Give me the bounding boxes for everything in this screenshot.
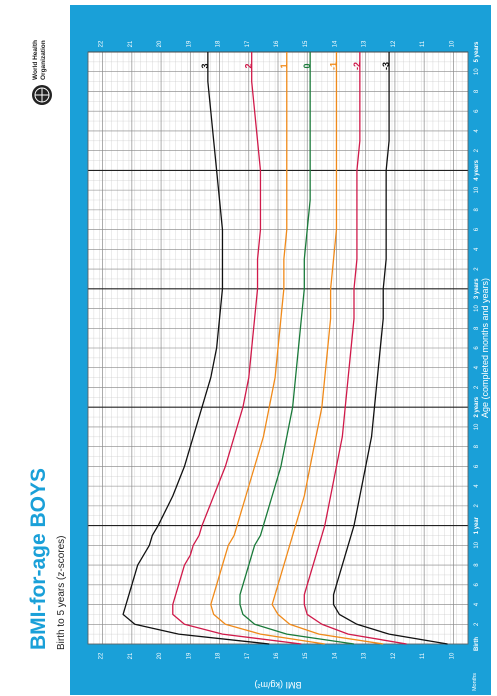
bmi-tick-label: 16	[274, 40, 280, 47]
month-tick-label: 2	[474, 148, 480, 152]
series-label: -3	[381, 62, 391, 70]
bmi-tick-label: 12	[391, 652, 397, 659]
month-tick-label: 4	[474, 602, 480, 606]
series-line	[122, 52, 270, 645]
bmi-tick-label: 16	[274, 652, 280, 659]
month-tick-label: 4	[474, 247, 480, 251]
bmi-tick-label: 18	[216, 652, 222, 659]
x-axis-label: Age (completed months and years)	[480, 278, 490, 418]
bmi-tick-label: 21	[128, 652, 134, 659]
month-tick-label: 10	[474, 68, 480, 75]
bmi-tick-label: 20	[157, 40, 163, 47]
bmi-tick-label: 22	[99, 40, 105, 47]
month-tick-label: 8	[474, 326, 480, 330]
series-label: -1	[328, 62, 338, 70]
y-axis-label: BMI (kg/m²)	[255, 680, 302, 690]
year-label: 3 years	[474, 278, 480, 299]
series-line	[271, 52, 384, 645]
bmi-tick-label: 14	[332, 40, 338, 47]
bmi-tick-label: 11	[420, 652, 426, 659]
bmi-tick-label: 13	[362, 40, 368, 47]
month-tick-label: 8	[474, 208, 480, 212]
year-label: 1 year	[474, 516, 480, 534]
bmi-tick-label: 15	[303, 652, 309, 659]
bmi-tick-label: 10	[449, 652, 455, 659]
who-logo	[32, 85, 52, 105]
bmi-tick-label: 20	[157, 652, 163, 659]
bmi-tick-label: 19	[186, 40, 192, 47]
bmi-tick-label: 12	[391, 40, 397, 47]
year-label: 5 years	[474, 41, 480, 62]
months-unit-label: Months	[472, 673, 478, 691]
month-tick-label: 6	[474, 582, 480, 586]
month-tick-label: 6	[474, 227, 480, 231]
bmi-tick-label: 17	[245, 652, 251, 659]
month-tick-label: 8	[474, 89, 480, 93]
series-line	[332, 52, 448, 645]
bmi-tick-label: 18	[216, 40, 222, 47]
series-label: 3	[200, 63, 210, 68]
month-tick-label: 6	[474, 346, 480, 350]
series-line	[239, 52, 355, 645]
org-name-line2: Organization	[40, 40, 47, 80]
grid-major	[87, 51, 469, 645]
bmi-tick-label: 13	[362, 652, 368, 659]
month-tick-label: 8	[474, 444, 480, 448]
org-name-line1: World Health	[32, 40, 39, 80]
bmi-tick-label: 15	[303, 40, 309, 47]
month-tick-label: 4	[474, 484, 480, 488]
series-line	[172, 52, 302, 645]
series-line	[303, 52, 407, 645]
month-tick-label: 6	[474, 109, 480, 113]
month-tick-label: 2	[474, 267, 480, 271]
month-tick-label: 2	[474, 622, 480, 626]
series-layer	[122, 52, 448, 645]
year-label: 4 years	[474, 159, 480, 180]
month-tick-label: 10	[474, 186, 480, 193]
birth-label: Birth	[474, 637, 480, 651]
month-tick-label: 10	[474, 305, 480, 312]
month-tick-label: 10	[474, 541, 480, 548]
series-label: 2	[244, 63, 254, 68]
labels-layer: 3 2 1 0 -1 -2 -3101011111212131314141515161617…	[99, 40, 490, 691]
plot-border	[87, 51, 469, 645]
series-line	[210, 52, 325, 645]
month-tick-label: 10	[474, 423, 480, 430]
bmi-tick-label: 11	[420, 40, 426, 47]
series-label: -2	[352, 62, 362, 70]
month-tick-label: 8	[474, 563, 480, 567]
month-tick-label: 2	[474, 504, 480, 508]
bmi-tick-label: 19	[186, 652, 192, 659]
month-tick-label: 4	[474, 129, 480, 133]
bmi-tick-label: 21	[128, 40, 134, 47]
month-tick-label: 4	[474, 365, 480, 369]
month-tick-label: 6	[474, 464, 480, 468]
bmi-tick-label: 22	[99, 652, 105, 659]
month-tick-label: 2	[474, 385, 480, 389]
bmi-tick-label: 14	[332, 652, 338, 659]
chart-subtitle: Birth to 5 years (z-scores)	[56, 536, 67, 650]
bmi-tick-label: 17	[245, 40, 251, 47]
series-label: 0	[302, 63, 312, 68]
year-label: 2 years	[474, 396, 480, 417]
bmi-tick-label: 10	[449, 40, 455, 47]
chart-title: BMI-for-age BOYS	[27, 468, 50, 650]
series-label: 1	[279, 63, 289, 68]
